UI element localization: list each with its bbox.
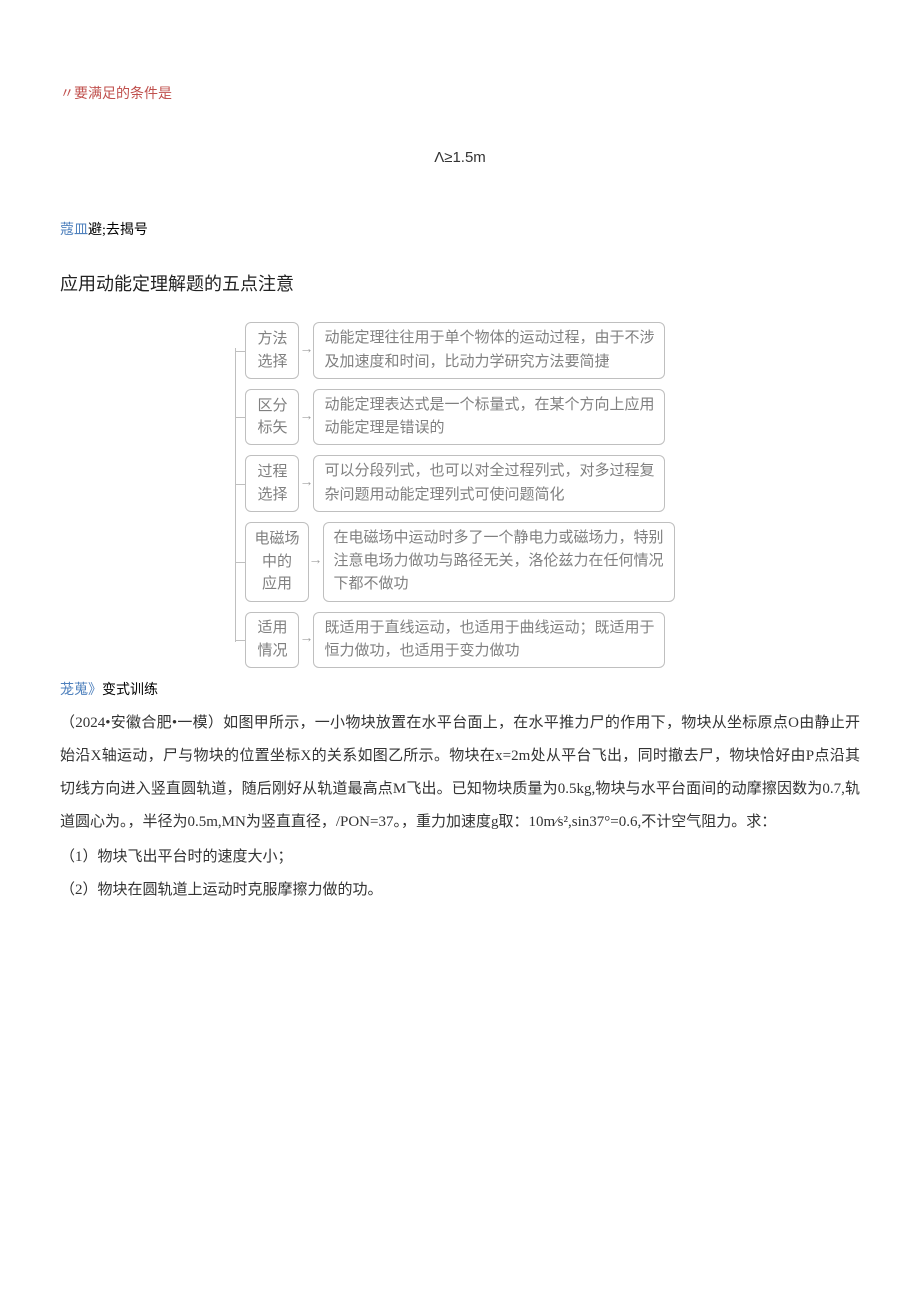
diagram-right-box: 可以分段列式，也可以对全过程列式，对多过程复杂问题用动能定理列式可使问题简化 — [313, 455, 665, 512]
label1-black: 避;去揭号 — [88, 223, 148, 238]
diagram-left-line: 应用 — [254, 573, 299, 596]
page-heading: 应用动能定理解题的五点注意 — [60, 265, 860, 305]
label2-black: 变式训练 — [102, 683, 158, 698]
diagram-right-box: 动能定理往往用于单个物体的运动过程，由于不涉及加速度和时间，比动力学研究方法要简… — [313, 322, 665, 379]
arrow-right-icon — [299, 455, 313, 512]
diagram-connector — [235, 640, 245, 641]
label2-blue: 茏蒐》 — [60, 683, 102, 698]
diagram-right-box: 动能定理表达式是一个标量式，在某个方向上应用动能定理是错误的 — [313, 389, 665, 446]
diagram-left-box: 区分标矢 — [245, 389, 299, 446]
diagram-row: 过程选择可以分段列式，也可以对全过程列式，对多过程复杂问题用动能定理列式可使问题… — [245, 455, 674, 512]
diagram-left-line: 区分 — [254, 395, 290, 418]
diagram-connector — [235, 351, 245, 352]
diagram-left-line: 方法 — [254, 328, 290, 351]
diagram-spine — [235, 348, 236, 642]
diagram-left-box: 适用情况 — [245, 612, 299, 669]
diagram-container: 方法选择动能定理往往用于单个物体的运动过程，由于不涉及加速度和时间，比动力学研究… — [60, 322, 860, 668]
diagram-right-box: 既适用于直线运动，也适用于曲线运动；既适用于恒力做功，也适用于变力做功 — [313, 612, 665, 669]
formula-centered: Λ≥1.5m — [60, 141, 860, 174]
arrow-right-icon — [299, 389, 313, 446]
question-2: （2）物块在圆轨道上运动时克服摩擦力做的功。 — [60, 874, 860, 907]
diagram-left-line: 中的 — [254, 551, 299, 574]
question-1: （1）物块飞出平台时的速度大小； — [60, 841, 860, 874]
section-label-1: 蔻皿避;去揭号 — [60, 214, 860, 247]
diagram-left-line: 标矢 — [254, 417, 290, 440]
diagram-connector — [235, 417, 245, 418]
diagram-row: 区分标矢动能定理表达式是一个标量式，在某个方向上应用动能定理是错误的 — [245, 389, 674, 446]
diagram-left-box: 过程选择 — [245, 455, 299, 512]
diagram-row: 方法选择动能定理往往用于单个物体的运动过程，由于不涉及加速度和时间，比动力学研究… — [245, 322, 674, 379]
diagram-left-box: 电磁场中的应用 — [245, 522, 308, 602]
diagram-row: 电磁场中的应用在电磁场中运动时多了一个静电力或磁场力，特别注意电场力做功与路径无… — [245, 522, 674, 602]
diagram-row: 适用情况既适用于直线运动，也适用于曲线运动；既适用于恒力做功，也适用于变力做功 — [245, 612, 674, 669]
arrow-right-icon — [299, 612, 313, 669]
five-point-diagram: 方法选择动能定理往往用于单个物体的运动过程，由于不涉及加速度和时间，比动力学研究… — [245, 322, 674, 668]
diagram-left-line: 情况 — [254, 640, 290, 663]
diagram-left-line: 适用 — [254, 617, 290, 640]
diagram-left-line: 过程 — [254, 461, 290, 484]
arrow-right-icon — [299, 322, 313, 379]
diagram-left-line: 选择 — [254, 351, 290, 374]
diagram-left-box: 方法选择 — [245, 322, 299, 379]
condition-red-text: 〃要满足的条件是 — [60, 80, 860, 111]
diagram-connector — [235, 562, 245, 563]
section-label-2: 茏蒐》变式训练 — [60, 674, 860, 707]
diagram-connector — [235, 484, 245, 485]
label1-blue: 蔻皿 — [60, 223, 88, 238]
arrow-right-icon — [309, 522, 323, 602]
diagram-left-line: 电磁场 — [254, 528, 299, 551]
diagram-left-line: 选择 — [254, 484, 290, 507]
diagram-right-box: 在电磁场中运动时多了一个静电力或磁场力，特别注意电场力做功与路径无关，洛伦兹力在… — [323, 522, 675, 602]
problem-paragraph: （2024•安徽合肥•一模）如图甲所示，一小物块放置在水平台面上，在水平推力尸的… — [60, 707, 860, 839]
